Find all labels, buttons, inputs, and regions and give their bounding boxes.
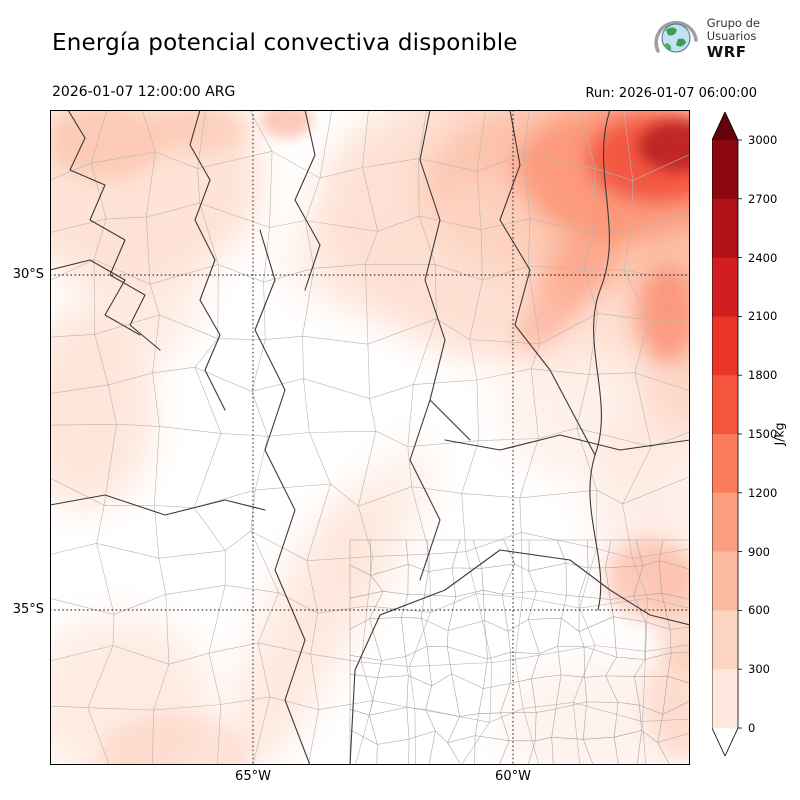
colorbar-tick-label: 900 bbox=[748, 544, 770, 559]
wrf-users-group-logo: Grupo de Usuarios WRF bbox=[652, 16, 760, 62]
x-tick-label-65w: 65°W bbox=[235, 769, 271, 784]
colorbar-svg bbox=[711, 111, 742, 757]
graticule-gridlines bbox=[50, 110, 690, 765]
colorbar-tick-label: 1800 bbox=[748, 368, 778, 383]
colorbar-tick-label: 300 bbox=[748, 662, 770, 677]
colorbar-tick-label: 0 bbox=[748, 721, 756, 735]
valid-time-label: 2026-01-07 12:00:00 ARG bbox=[52, 84, 236, 100]
page-title: Energía potencial convectiva disponible bbox=[52, 30, 518, 56]
logo-text: Grupo de Usuarios WRF bbox=[706, 15, 760, 62]
x-tick-label-60w: 60°W bbox=[495, 769, 531, 784]
colorbar-tick-label: 1500 bbox=[748, 427, 778, 441]
globe-icon bbox=[654, 20, 698, 53]
cape-shading bbox=[50, 110, 690, 765]
logo-line-1: Grupo de bbox=[706, 15, 760, 30]
colorbar-tick-label: 2400 bbox=[748, 250, 778, 265]
y-tick-label-30s: 30°S bbox=[12, 267, 44, 282]
map-area bbox=[50, 110, 690, 765]
cape-map bbox=[50, 110, 690, 765]
logo-line-2: Usuarios bbox=[706, 29, 757, 44]
province-boundaries bbox=[50, 110, 690, 765]
map-frame bbox=[50, 110, 690, 765]
y-tick-label-35s: 35°S bbox=[12, 602, 44, 617]
colorbar-tick-label: 2100 bbox=[748, 309, 778, 324]
colorbar-unit-label: J/kg bbox=[771, 422, 787, 446]
colorbar-tick-label: 600 bbox=[748, 603, 770, 618]
colorbar-tick-label: 1200 bbox=[748, 485, 778, 500]
colorbar-tick-label: 2700 bbox=[748, 191, 778, 206]
colorbar: 3000 2700 2400 2100 1800 1500 1200 900 600 300 0 bbox=[711, 111, 800, 762]
run-time-label: Run: 2026-01-07 06:00:00 bbox=[585, 86, 757, 101]
colorbar-tick-label: 3000 bbox=[748, 133, 778, 147]
logo-line-wrf: WRF bbox=[706, 42, 747, 61]
department-boundaries bbox=[50, 110, 690, 765]
